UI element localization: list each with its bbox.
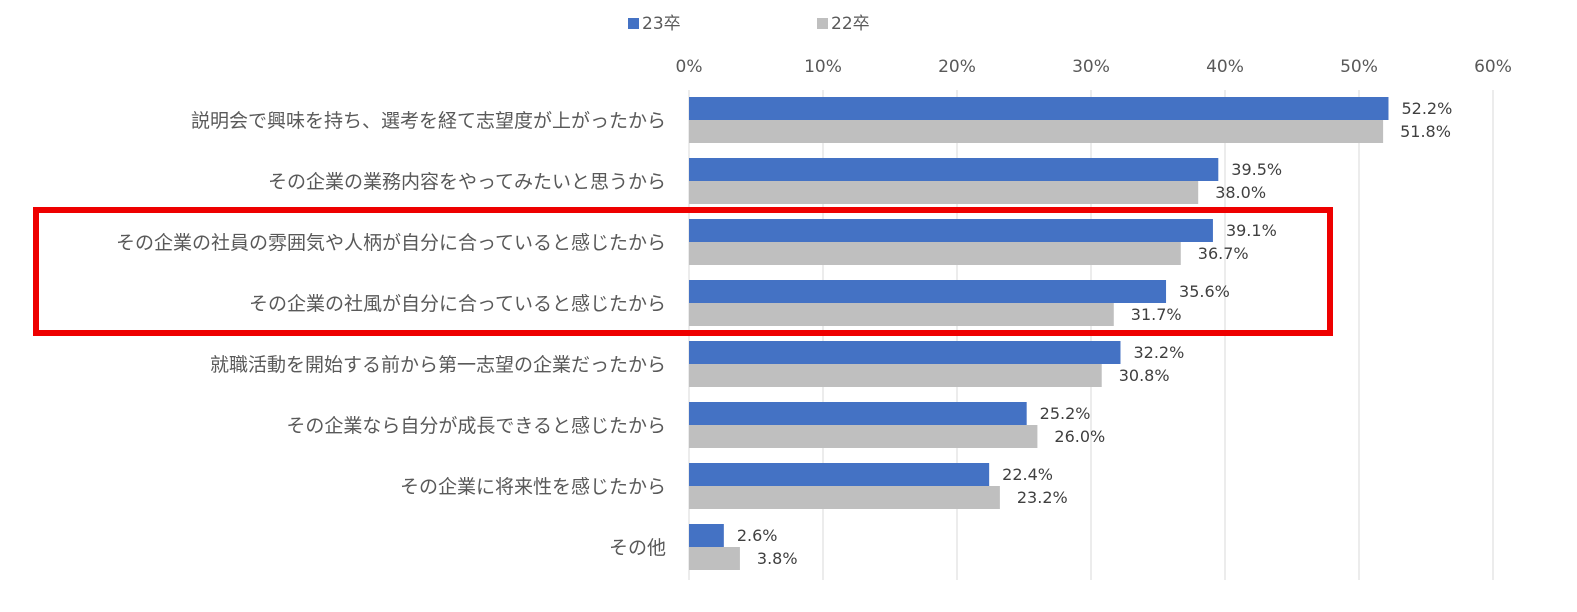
bar [689, 402, 1027, 425]
data-label: 30.8% [1119, 366, 1170, 385]
bar [689, 364, 1102, 387]
category-label: その企業に将来性を感じたから [400, 476, 666, 498]
bar [689, 280, 1167, 303]
legend-label: 23卒 [642, 14, 681, 34]
bar [689, 524, 724, 547]
bar [689, 463, 990, 486]
x-tick-label: 60% [1474, 57, 1512, 77]
data-label: 23.2% [1017, 488, 1068, 507]
legend-swatch [628, 18, 639, 29]
x-tick-label: 20% [938, 57, 976, 77]
category-label: その企業なら自分が成長できると感じたから [286, 415, 666, 437]
category-label: その企業の業務内容をやってみたいと思うから [268, 171, 666, 193]
data-label: 32.2% [1133, 343, 1184, 362]
category-label: その他 [609, 537, 666, 559]
bar [689, 120, 1384, 143]
data-label: 22.4% [1002, 465, 1053, 484]
data-label: 31.7% [1131, 305, 1182, 324]
bar [689, 181, 1199, 204]
data-label: 26.0% [1054, 427, 1105, 446]
data-label: 39.1% [1226, 221, 1277, 240]
x-axis-tick-labels: 0% 10% 20% 30% 40% 50% 60% [676, 57, 1512, 77]
bar [689, 158, 1219, 181]
bar [689, 97, 1389, 120]
category-labels: 説明会で興味を持ち、選考を経て志望度が上がったからその企業の業務内容をやってみた… [116, 110, 666, 559]
x-tick-label: 40% [1206, 57, 1244, 77]
x-tick-label: 0% [676, 57, 703, 77]
data-label: 39.5% [1231, 160, 1282, 179]
data-label: 36.7% [1198, 244, 1249, 263]
data-label: 3.8% [757, 549, 798, 568]
bar [689, 425, 1038, 448]
bar [689, 219, 1213, 242]
data-label: 2.6% [737, 526, 778, 545]
bar [689, 242, 1181, 265]
data-label: 35.6% [1179, 282, 1230, 301]
bar [689, 486, 1000, 509]
bar [689, 303, 1114, 326]
bars [689, 97, 1389, 570]
x-tick-label: 50% [1340, 57, 1378, 77]
data-label: 38.0% [1215, 183, 1266, 202]
category-label: その企業の社風が自分に合っていると感じたから [249, 293, 666, 315]
category-label: 説明会で興味を持ち、選考を経て志望度が上がったから [191, 110, 666, 132]
highlight-box-layer [33, 207, 1333, 336]
data-label: 25.2% [1040, 404, 1091, 423]
highlight-box [33, 207, 1333, 336]
data-label: 52.2% [1401, 99, 1452, 118]
category-label: 就職活動を開始する前から第一志望の企業だったから [210, 354, 666, 376]
x-tick-label: 10% [804, 57, 842, 77]
bar [689, 341, 1121, 364]
data-labels: 52.2% 51.8% 39.5% 38.0% 39.1% 36.7% 35.6% 31.7%… [737, 99, 1452, 568]
legend: 23卒 22卒 [628, 14, 870, 34]
x-tick-label: 30% [1072, 57, 1110, 77]
legend-swatch [817, 18, 828, 29]
data-label: 51.8% [1400, 122, 1451, 141]
bar [689, 547, 740, 570]
category-label: その企業の社員の雰囲気や人柄が自分に合っていると感じたから [116, 232, 666, 254]
legend-label: 22卒 [831, 14, 870, 34]
